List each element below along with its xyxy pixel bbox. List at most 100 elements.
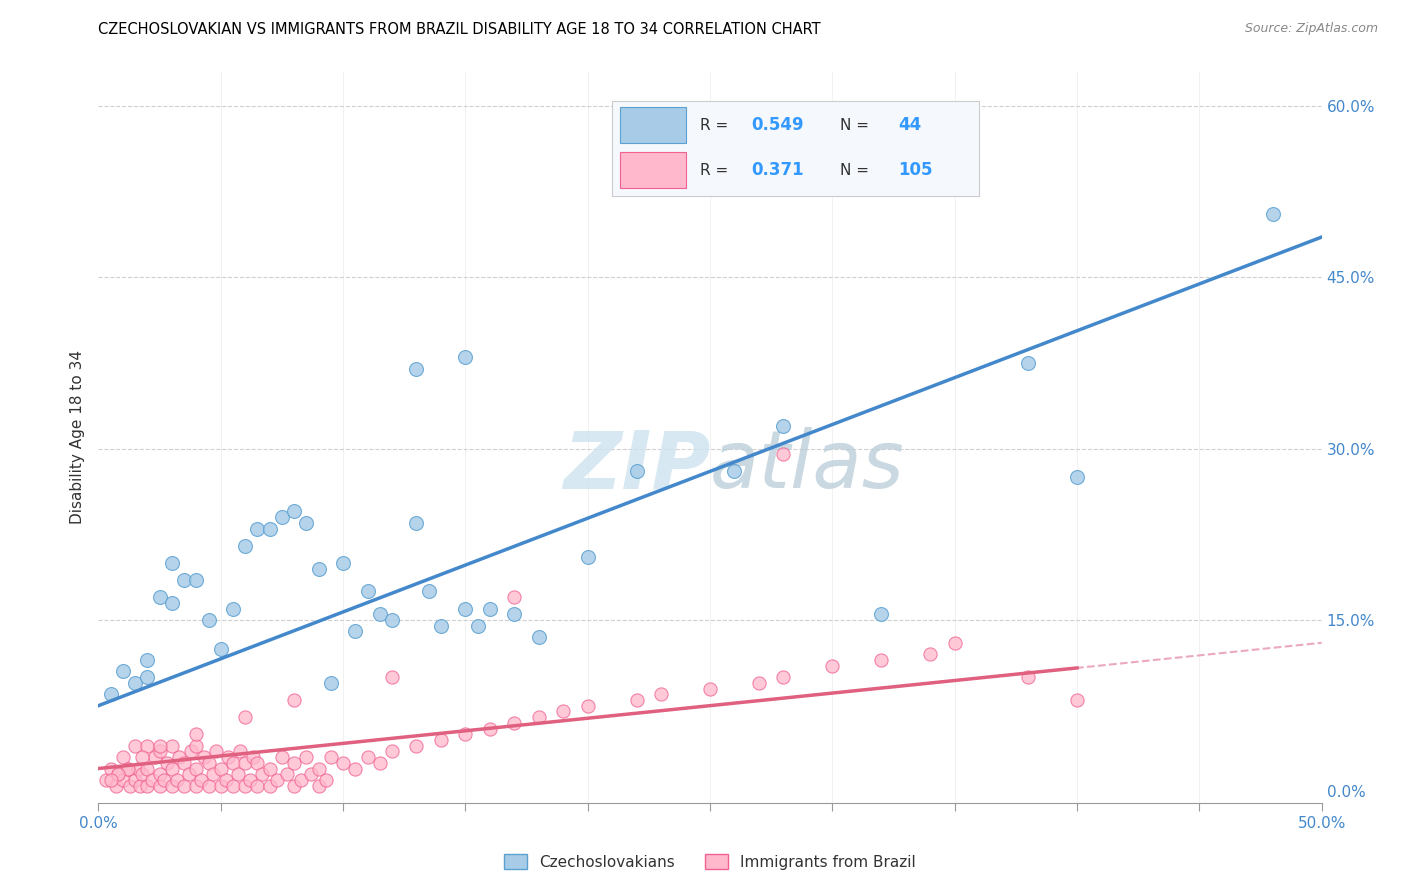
Point: [344, 762, 367, 776]
Point: [246, 779, 269, 793]
Point: [478, 601, 501, 615]
Text: 0.549: 0.549: [752, 116, 804, 135]
Text: N =: N =: [839, 118, 869, 133]
Point: [418, 584, 440, 599]
Point: [308, 561, 330, 575]
Point: [186, 739, 208, 753]
Point: [166, 772, 188, 787]
Point: [104, 779, 127, 793]
Text: 0.371: 0.371: [752, 161, 804, 179]
Point: [405, 516, 427, 530]
Point: [111, 750, 134, 764]
Point: [381, 744, 404, 758]
Point: [160, 762, 183, 776]
Point: [283, 779, 305, 793]
Point: [576, 550, 599, 565]
Point: [173, 756, 195, 770]
Point: [295, 516, 318, 530]
Point: [626, 693, 648, 707]
Point: [252, 767, 274, 781]
Point: [209, 762, 232, 776]
Point: [276, 767, 298, 781]
Point: [467, 618, 489, 632]
Point: [1066, 470, 1088, 484]
Point: [454, 350, 477, 364]
Point: [576, 698, 599, 713]
Point: [259, 762, 281, 776]
Text: Source: ZipAtlas.com: Source: ZipAtlas.com: [1244, 22, 1378, 36]
Point: [222, 756, 245, 770]
Point: [527, 710, 550, 724]
Point: [270, 510, 294, 524]
Legend: Czechoslovakians, Immigrants from Brazil: Czechoslovakians, Immigrants from Brazil: [498, 847, 922, 876]
Point: [209, 779, 232, 793]
Point: [233, 756, 256, 770]
Point: [156, 756, 179, 770]
Point: [160, 739, 183, 753]
Point: [222, 779, 245, 793]
Point: [107, 767, 129, 781]
Point: [180, 744, 202, 758]
Point: [202, 767, 225, 781]
Point: [186, 573, 208, 587]
Point: [173, 573, 195, 587]
Point: [217, 750, 239, 764]
Point: [319, 750, 342, 764]
Point: [246, 756, 269, 770]
Point: [430, 733, 453, 747]
Point: [141, 772, 163, 787]
Point: [239, 772, 262, 787]
Point: [368, 756, 391, 770]
Point: [723, 464, 745, 478]
Point: [943, 636, 966, 650]
Point: [149, 779, 172, 793]
Point: [160, 779, 183, 793]
Point: [356, 584, 378, 599]
Point: [283, 504, 305, 518]
Point: [344, 624, 367, 639]
Point: [626, 464, 648, 478]
Point: [143, 750, 166, 764]
Point: [1017, 356, 1039, 370]
Point: [131, 767, 153, 781]
Point: [772, 447, 794, 461]
Point: [553, 705, 575, 719]
Point: [190, 772, 212, 787]
Point: [233, 539, 256, 553]
Point: [332, 756, 354, 770]
Text: atlas: atlas: [710, 427, 905, 506]
Point: [503, 590, 526, 604]
Point: [124, 675, 146, 690]
Point: [233, 779, 256, 793]
Point: [270, 750, 294, 764]
Point: [117, 762, 139, 776]
Point: [381, 613, 404, 627]
Point: [229, 744, 252, 758]
Text: R =: R =: [700, 118, 728, 133]
Point: [136, 670, 159, 684]
Point: [94, 772, 117, 787]
Point: [315, 772, 337, 787]
Point: [197, 779, 219, 793]
Point: [186, 779, 208, 793]
Point: [748, 675, 770, 690]
Point: [160, 556, 183, 570]
Point: [127, 762, 149, 776]
Point: [246, 521, 269, 535]
Point: [259, 779, 281, 793]
Point: [153, 772, 176, 787]
Point: [124, 772, 146, 787]
Point: [772, 670, 794, 684]
Point: [478, 722, 501, 736]
Point: [1066, 693, 1088, 707]
Point: [454, 601, 477, 615]
Point: [160, 596, 183, 610]
Text: 44: 44: [898, 116, 922, 135]
Point: [368, 607, 391, 622]
Point: [299, 767, 322, 781]
Point: [503, 715, 526, 730]
Point: [454, 727, 477, 741]
Point: [319, 675, 342, 690]
Point: [193, 750, 215, 764]
Point: [259, 521, 281, 535]
